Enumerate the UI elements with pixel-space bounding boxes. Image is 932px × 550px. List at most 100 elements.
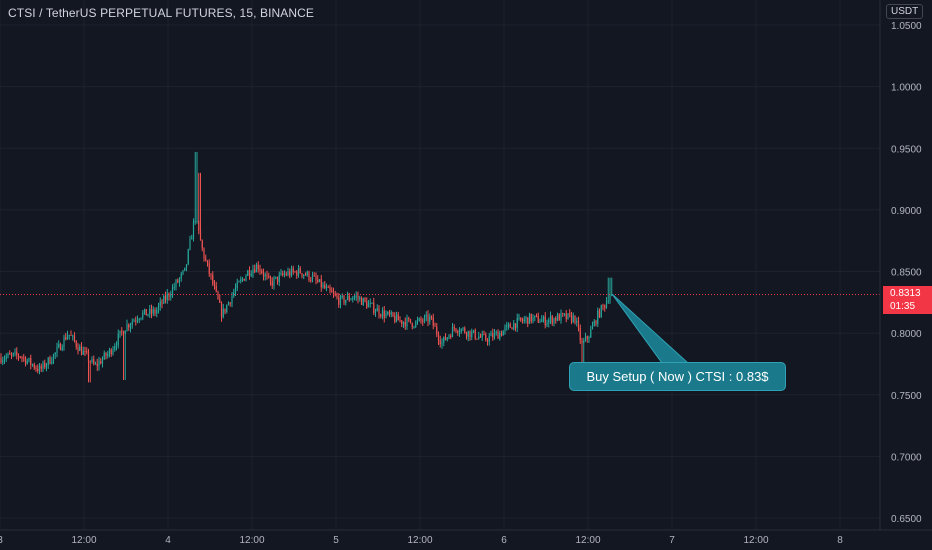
x-tick-label: 4 [165,535,171,546]
candle-body [485,334,487,341]
candle-body [570,314,573,322]
candle-body [518,317,520,319]
candle-body [542,316,545,320]
candle-body [19,356,21,358]
time-scale[interactable]: 3 12:00 4 12:00 5 12:00 6 12:00 7 12:00 8 [0,535,843,546]
candle-body [420,318,422,321]
candle-body [119,330,121,334]
candle-body [68,334,70,336]
x-tick-label: 12:00 [407,535,432,546]
candle-body [121,330,123,332]
candle-body [278,274,280,282]
candle-body [439,340,441,345]
candle-body [255,264,258,273]
candle-body [135,320,137,322]
candle-body [129,324,132,328]
candle-body [224,308,226,312]
candle-body [21,357,23,359]
x-tick-label: 7 [669,535,675,546]
candle-body [215,286,217,292]
candle-body [595,321,597,324]
candle-body [408,318,410,320]
candle-body [556,314,559,321]
candle-body [42,362,44,369]
candle-body [240,279,242,282]
candle-body [142,312,144,318]
candle-body [231,295,233,304]
candle-body [392,312,394,317]
candle-body [430,316,433,318]
candle-body [558,314,560,321]
candle-body [303,274,305,276]
candle-body [58,344,60,348]
candle-body [583,340,585,344]
candle-body [313,275,315,277]
candle-body [535,315,538,317]
candle-body [579,327,581,341]
candle-body [44,362,46,368]
candle-body [525,317,527,320]
candle-body [84,351,86,353]
x-tick-label: 12:00 [71,535,96,546]
candle-body [329,286,331,291]
candle-body [429,316,431,322]
candle-body [423,316,426,322]
candle-body [465,332,468,337]
candle-body [409,318,412,323]
candle-body [331,290,333,293]
candle-body [117,333,119,346]
candle-body [397,314,399,321]
candle-body [201,240,203,249]
candle-body [425,314,427,317]
buy-setup-callout[interactable]: Buy Setup ( Now ) CTSI : 0.83$ [569,362,786,391]
candle-body [399,320,401,322]
candle-body [325,286,328,289]
candle-body [73,335,76,342]
candle-body [98,361,100,367]
candle-body [598,310,601,317]
callout-pointer [611,293,690,364]
candle-body [311,275,314,280]
candle-body [47,357,49,365]
candle-body [178,278,181,283]
candle-body [150,308,153,314]
candle-body [94,363,97,365]
candle-body [199,230,202,241]
candle-body [0,357,2,363]
candle-body [185,264,188,268]
candle-body [229,302,231,304]
candle-body [154,309,156,314]
currency-badge[interactable]: USDT [886,4,924,19]
candle-body [26,360,28,364]
candle-body [451,327,454,338]
candle-body [532,317,534,322]
candle-body [7,353,9,357]
candle-body [357,295,359,299]
candle-body [299,268,301,274]
candle-body [273,278,275,286]
candle-body [105,352,107,357]
candle-body [233,292,235,296]
candle-body [268,276,270,278]
candle-body [157,305,160,310]
candle-body [222,308,224,318]
candle-body [161,301,163,304]
candle-body [217,291,219,300]
candle-body [551,316,553,324]
candle-body [37,368,39,372]
candle-body [194,220,196,222]
candle-body [563,313,566,315]
candle-body [355,295,357,297]
price-scale[interactable]: 1.0500 1.0000 0.9500 0.9000 0.8500 0.8000 0.75… [891,21,922,525]
candle-body [82,351,84,355]
candle-body [418,318,420,321]
candle-body [283,273,286,275]
candle-body [376,308,378,312]
candle-body [427,314,429,322]
candle-body [364,298,366,302]
candle-body [495,332,497,334]
candles [0,151,613,383]
candle-body [497,332,499,339]
candle-body [544,316,546,326]
